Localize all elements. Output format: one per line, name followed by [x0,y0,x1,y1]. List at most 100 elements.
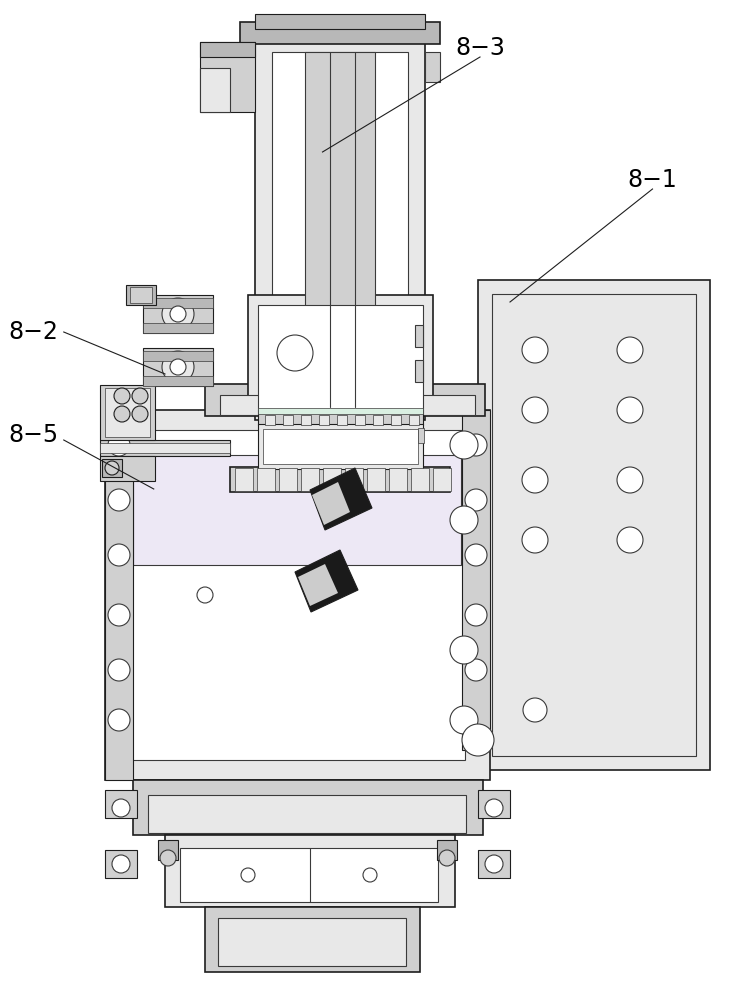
Circle shape [108,709,130,731]
Circle shape [108,604,130,626]
Text: 8−2: 8−2 [9,320,58,344]
Circle shape [465,604,487,626]
Bar [355,415,365,425]
Bar [415,325,423,347]
Circle shape [277,335,313,371]
Circle shape [617,337,643,363]
Polygon shape [298,564,338,606]
Bar [100,456,155,481]
Circle shape [160,850,176,866]
Circle shape [170,359,186,375]
Text: 8−5: 8−5 [9,423,58,447]
Bar [100,440,230,456]
Circle shape [108,544,130,566]
Bar [248,295,433,415]
Bar [143,298,213,308]
Circle shape [439,850,455,866]
Bar [235,468,253,491]
Bar [257,468,275,491]
Circle shape [522,337,548,363]
Bar [409,415,419,425]
Bar [391,415,401,425]
Circle shape [617,527,643,553]
Circle shape [132,406,148,422]
Bar [105,388,150,437]
Text: 8−3: 8−3 [455,36,505,60]
Bar [218,918,406,966]
Circle shape [162,351,194,383]
Bar [279,468,297,491]
Circle shape [465,434,487,456]
Bar [220,395,475,415]
Circle shape [170,306,186,322]
Circle shape [105,461,119,475]
Bar [258,424,423,469]
Bar [478,850,510,878]
Bar [148,795,466,833]
Bar [105,790,137,818]
Bar [105,850,137,878]
Bar [345,468,363,491]
Bar [323,468,341,491]
Circle shape [617,467,643,493]
Bar [272,52,408,407]
Bar [230,467,450,492]
Circle shape [108,489,130,511]
Bar [100,385,155,440]
Bar [126,285,156,305]
Bar [301,468,319,491]
Circle shape [462,724,494,756]
Bar [200,68,230,112]
Circle shape [363,868,377,882]
Bar [373,415,383,425]
Circle shape [523,698,547,722]
Bar [158,840,178,860]
Polygon shape [310,468,372,530]
Bar [100,443,230,453]
Bar [418,428,424,443]
Bar [130,287,152,303]
Bar [425,52,440,82]
Bar [105,410,133,780]
Bar [133,455,461,565]
Bar [283,415,293,425]
Circle shape [617,397,643,423]
Bar [367,468,385,491]
Polygon shape [312,482,350,525]
Bar [143,295,213,333]
Bar [205,907,420,972]
Circle shape [112,855,130,873]
Bar [255,35,425,420]
Bar [263,429,418,464]
Circle shape [522,527,548,553]
Circle shape [197,587,213,603]
Bar [478,790,510,818]
Circle shape [522,467,548,493]
Bar [125,430,465,760]
Bar [180,848,438,902]
Circle shape [465,489,487,511]
Bar [143,323,213,333]
Bar [492,294,696,756]
Circle shape [450,706,478,734]
Bar [205,384,485,416]
Bar [165,835,455,907]
Bar [411,468,429,491]
Bar [240,22,440,44]
Circle shape [450,431,478,459]
Circle shape [485,799,503,817]
Circle shape [112,799,130,817]
Bar [319,415,329,425]
Bar [200,42,255,57]
Circle shape [450,506,478,534]
Text: 8−1: 8−1 [628,168,677,192]
Bar [133,780,483,835]
Circle shape [108,434,130,456]
Bar [200,42,255,112]
Circle shape [114,388,130,404]
Bar [143,376,213,386]
Bar [478,280,710,770]
Polygon shape [295,550,358,612]
Circle shape [522,397,548,423]
Bar [265,415,275,425]
